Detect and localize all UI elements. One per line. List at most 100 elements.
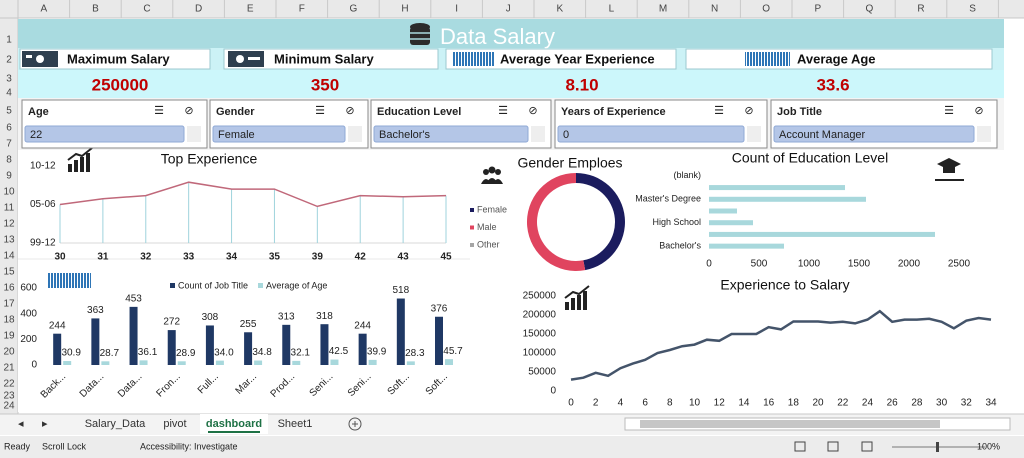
- legend-swatch: [470, 225, 474, 230]
- zoom-level: 100%: [977, 441, 1000, 451]
- row-header[interactable]: 5: [6, 106, 12, 117]
- column-header[interactable]: O: [762, 4, 770, 15]
- slicer-title: Age: [28, 106, 49, 118]
- row-header[interactable]: 24: [3, 401, 15, 412]
- x-tick-label: 20: [812, 398, 824, 409]
- sheet-tab[interactable]: Salary_Data: [85, 418, 146, 430]
- row-header[interactable]: 1: [6, 35, 12, 46]
- column-header[interactable]: K: [556, 4, 563, 15]
- column-header[interactable]: L: [609, 4, 615, 15]
- legend-label: Other: [477, 239, 500, 249]
- row-header[interactable]: 21: [3, 363, 15, 374]
- column-header[interactable]: D: [195, 4, 202, 15]
- column-header[interactable]: H: [401, 4, 408, 15]
- slicer-item[interactable]: [212, 125, 346, 143]
- slicer-item[interactable]: [773, 125, 975, 143]
- column-header[interactable]: S: [969, 4, 976, 15]
- slicer-item[interactable]: [557, 125, 745, 143]
- row-header[interactable]: 8: [6, 155, 12, 166]
- slicer-multiselect[interactable]: ☰: [944, 105, 954, 117]
- column-header[interactable]: J: [506, 4, 511, 15]
- row-header[interactable]: 17: [3, 299, 15, 310]
- column-header[interactable]: E: [247, 4, 254, 15]
- slicer-clear[interactable]: ⊘: [974, 105, 983, 117]
- kpi-box: [223, 48, 439, 70]
- bar: [177, 361, 186, 365]
- row-header[interactable]: 10: [3, 187, 15, 198]
- tab-nav-prev[interactable]: ◂: [18, 418, 24, 430]
- y-tick-label: High School: [652, 217, 701, 227]
- bar: [129, 306, 138, 365]
- zoom-thumb[interactable]: [936, 442, 939, 452]
- slicer-multiselect[interactable]: ☰: [154, 105, 164, 117]
- x-tick-label: 30: [936, 398, 948, 409]
- tab-nav-next[interactable]: ▸: [42, 418, 48, 430]
- slicer-item[interactable]: [373, 125, 529, 143]
- slicer-scroll: [531, 126, 545, 142]
- data-label: 28.9: [176, 348, 196, 359]
- slicer-title: Gender: [216, 106, 255, 118]
- column-header[interactable]: I: [455, 4, 458, 15]
- scroll-thumb[interactable]: [640, 420, 940, 428]
- column-header[interactable]: C: [143, 4, 150, 15]
- row-header[interactable]: 2: [6, 55, 12, 66]
- column-header[interactable]: B: [92, 4, 99, 15]
- add-sheet-button[interactable]: [348, 417, 362, 431]
- row-header[interactable]: 13: [3, 235, 15, 246]
- row-header[interactable]: 18: [3, 315, 15, 326]
- column-header[interactable]: R: [917, 4, 924, 15]
- bar: [292, 360, 301, 365]
- y-tick-label: 99-12: [30, 238, 56, 249]
- bar: [320, 324, 329, 365]
- row-header[interactable]: 19: [3, 331, 15, 342]
- row-header[interactable]: 9: [6, 171, 12, 182]
- slicer-clear[interactable]: ⊘: [345, 105, 354, 117]
- bar: [101, 361, 110, 365]
- view-break[interactable]: [861, 441, 873, 452]
- bar: [63, 361, 72, 365]
- row-header[interactable]: 22: [3, 379, 15, 390]
- column-header[interactable]: M: [659, 4, 667, 15]
- row-header[interactable]: 14: [3, 251, 15, 262]
- kpi-label: Minimum Salary: [274, 51, 374, 66]
- x-tick-label: 14: [738, 398, 750, 409]
- row-header[interactable]: 16: [3, 283, 15, 294]
- x-tick-label: 12: [714, 398, 726, 409]
- title-band: [18, 19, 1004, 48]
- slicer-multiselect[interactable]: ☰: [315, 105, 325, 117]
- row-header[interactable]: 20: [3, 347, 15, 358]
- column-header[interactable]: G: [350, 4, 358, 15]
- slicer-multiselect[interactable]: ☰: [714, 105, 724, 117]
- slicer-multiselect[interactable]: ☰: [498, 105, 508, 117]
- bar: [139, 360, 148, 365]
- column-header[interactable]: A: [40, 4, 47, 15]
- slicer-clear[interactable]: ⊘: [184, 105, 193, 117]
- slicer-clear[interactable]: ⊘: [528, 105, 537, 117]
- sheet-tab[interactable]: dashboard: [206, 418, 262, 430]
- column-header[interactable]: N: [711, 4, 718, 15]
- bar: [167, 330, 176, 365]
- column-header[interactable]: F: [299, 4, 305, 15]
- row-header[interactable]: 3: [6, 74, 12, 85]
- column-header[interactable]: P: [814, 4, 821, 15]
- row-header[interactable]: 12: [3, 219, 15, 230]
- slicer-clear[interactable]: ⊘: [744, 105, 753, 117]
- row-header[interactable]: 11: [4, 203, 15, 214]
- sheet-tab[interactable]: Sheet1: [278, 418, 313, 430]
- chart-title: Count of Education Level: [732, 150, 888, 166]
- slicer-item[interactable]: [24, 125, 185, 143]
- y-tick-label: 250000: [523, 291, 557, 302]
- column-header[interactable]: Q: [866, 4, 874, 15]
- row-header[interactable]: 6: [6, 123, 12, 134]
- view-layout[interactable]: [827, 441, 839, 452]
- row-header[interactable]: 15: [3, 267, 15, 278]
- y-tick-label: 0: [550, 386, 556, 397]
- row-header[interactable]: 7: [6, 139, 12, 150]
- row-header[interactable]: 23: [3, 391, 15, 402]
- data-label: 45.7: [443, 346, 463, 357]
- row-header[interactable]: 4: [6, 88, 12, 99]
- sheet-tab[interactable]: pivot: [163, 418, 186, 430]
- slicer-scroll: [977, 126, 991, 142]
- x-tick-label: 500: [751, 259, 768, 270]
- view-normal[interactable]: [794, 441, 806, 452]
